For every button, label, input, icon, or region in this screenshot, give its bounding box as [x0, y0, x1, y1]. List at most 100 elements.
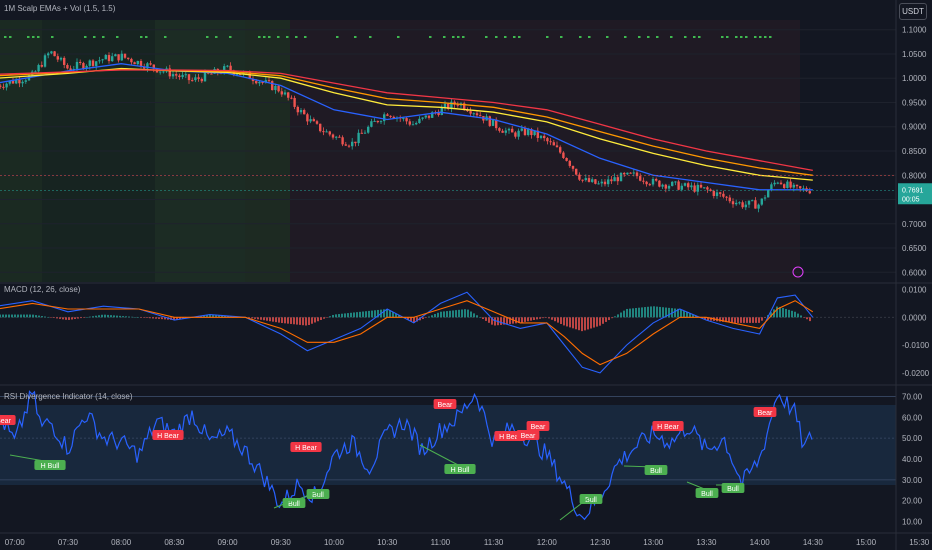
macd-histogram-bar — [80, 317, 82, 319]
candle-body — [690, 185, 693, 188]
candle-body — [571, 165, 575, 169]
macd-histogram-bar — [584, 317, 586, 331]
macd-histogram-bar — [143, 317, 145, 318]
macd-histogram-bar — [356, 312, 358, 318]
macd-pane[interactable] — [0, 291, 896, 374]
currency-selector[interactable]: USDT — [899, 3, 927, 20]
macd-histogram-bar — [155, 317, 157, 319]
macd-histogram-bar — [248, 317, 250, 318]
candle-body — [738, 202, 741, 204]
candle-body — [287, 92, 290, 98]
macd-histogram-bar — [134, 317, 136, 318]
candle-body — [98, 60, 101, 62]
candle-body — [680, 185, 683, 190]
macd-histogram-bar — [323, 317, 325, 319]
ema-line-4 — [0, 69, 813, 172]
candle-body — [687, 183, 690, 188]
candle-body — [639, 176, 642, 181]
macd-histogram-bar — [32, 314, 34, 318]
candle-body — [2, 86, 5, 88]
candle-body — [274, 85, 277, 91]
volume-spike-marker — [397, 36, 400, 38]
volume-spike-marker — [215, 36, 218, 38]
candle-body — [741, 202, 744, 208]
macd-histogram-bar — [149, 317, 151, 319]
candle-body — [469, 111, 472, 114]
macd-histogram-bar — [119, 315, 121, 318]
volume-spike-marker — [504, 36, 507, 38]
candle-body — [152, 64, 155, 69]
alert-icon[interactable] — [792, 266, 804, 278]
macd-axis-tick: -0.0100 — [902, 341, 930, 350]
candle-body — [792, 184, 795, 188]
volume-spike-marker — [457, 36, 460, 38]
candle-body — [376, 120, 379, 123]
volume-spike-marker — [647, 36, 650, 38]
candle-body — [600, 181, 603, 184]
candle-body — [696, 184, 699, 192]
candle-body — [18, 79, 21, 84]
time-axis-tick: 15:00 — [856, 538, 877, 547]
macd-histogram-bar — [221, 315, 223, 318]
macd-histogram-bar — [164, 317, 166, 320]
macd-histogram-bar — [509, 317, 511, 324]
candle-body — [303, 110, 306, 115]
candle-body — [674, 181, 677, 183]
macd-histogram-bar — [545, 317, 547, 318]
candle-body — [5, 83, 8, 88]
bear-divergence-label: Bear — [531, 424, 546, 431]
candle-body — [568, 160, 571, 166]
volume-spike-marker — [304, 36, 307, 38]
candle-body — [344, 144, 347, 146]
candle-body — [616, 177, 619, 182]
time-axis-tick: 11:00 — [431, 538, 451, 547]
candle-body — [296, 106, 299, 113]
candle-body — [8, 80, 11, 84]
macd-histogram-bar — [62, 317, 64, 320]
macd-histogram-bar — [311, 317, 313, 324]
candle-body — [43, 55, 47, 67]
volume-spike-marker — [769, 36, 772, 38]
candle-body — [306, 114, 309, 122]
macd-histogram-bar — [467, 309, 469, 318]
macd-histogram-bar — [8, 314, 10, 318]
macd-histogram-bar — [392, 312, 394, 318]
candle-body — [143, 66, 146, 69]
divergence-label-bg — [753, 407, 777, 417]
macd-histogram-bar — [581, 317, 583, 332]
macd-histogram-bar — [290, 317, 292, 324]
candle-body — [408, 121, 411, 125]
macd-histogram-bar — [464, 309, 466, 318]
volume-spike-marker — [754, 36, 757, 38]
candle-body — [370, 121, 373, 127]
macd-histogram-bar — [104, 314, 106, 318]
candle-body — [731, 201, 735, 205]
volume-spike-marker — [670, 36, 673, 38]
macd-signal-line — [0, 300, 814, 366]
macd-histogram-bar — [431, 315, 433, 318]
candle-body — [421, 117, 424, 119]
volume-spike-marker — [443, 36, 446, 38]
volume-spike-marker — [721, 36, 724, 38]
candle-body — [248, 71, 251, 80]
rsi-pane[interactable]: H Bear H Bull H Bear H Bear Bull Bull Bear H Bu… — [0, 390, 896, 521]
macd-histogram-bar — [122, 316, 124, 318]
divergence-label-bg — [652, 421, 684, 431]
price-pane[interactable] — [0, 36, 896, 278]
time-axis-tick: 07:00 — [5, 538, 26, 547]
bear-divergence-label: Bear — [438, 402, 453, 409]
macd-line — [0, 291, 814, 374]
candle-body — [181, 74, 184, 78]
candle-body — [424, 115, 427, 118]
volume-spike-marker — [354, 36, 357, 38]
candle-body — [277, 85, 280, 92]
candle-body — [11, 80, 15, 84]
candle-body — [319, 123, 322, 132]
candle-body — [315, 121, 319, 124]
macd-histogram-bar — [5, 314, 7, 318]
macd-histogram-bar — [629, 308, 631, 318]
macd-histogram-bar — [779, 307, 781, 318]
candle-body — [536, 130, 539, 138]
candle-body — [693, 185, 696, 192]
